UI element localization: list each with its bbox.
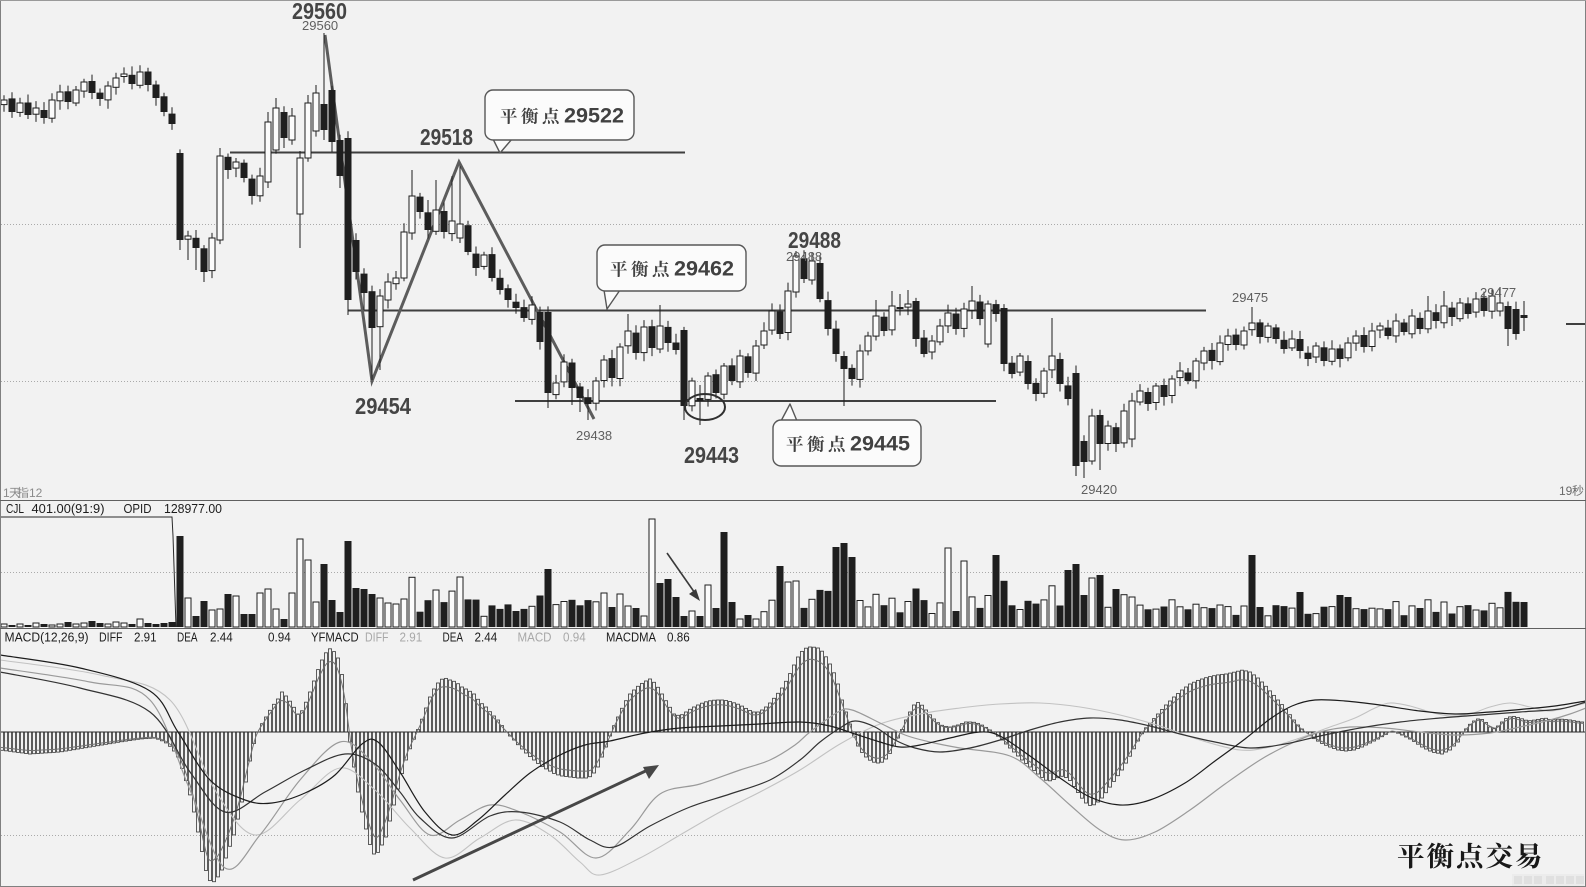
svg-text:29522: 29522 (564, 104, 624, 128)
svg-text:19: 19 (1559, 484, 1573, 498)
svg-text:MACD(12,26,9): MACD(12,26,9) (5, 630, 89, 645)
svg-text:29454: 29454 (355, 393, 411, 419)
svg-text:29475: 29475 (1232, 290, 1268, 305)
svg-text:OPID: OPID (124, 501, 152, 516)
svg-text:29518: 29518 (420, 124, 473, 150)
svg-text:CJL: CJL (6, 501, 24, 516)
svg-text:29438: 29438 (576, 428, 612, 443)
svg-text:12: 12 (29, 486, 43, 500)
svg-text:401.00(91:9): 401.00(91:9) (32, 501, 105, 516)
svg-text:YFMACD: YFMACD (311, 630, 359, 645)
svg-text:MACD: MACD (518, 630, 552, 645)
svg-text:DIFF: DIFF (99, 630, 123, 645)
svg-text:29560: 29560 (302, 18, 338, 33)
svg-text:29462: 29462 (674, 257, 734, 281)
svg-text:0.94: 0.94 (563, 630, 586, 645)
svg-text:29420: 29420 (1081, 482, 1117, 497)
svg-text:2.44: 2.44 (475, 630, 498, 645)
svg-text:DEA: DEA (443, 630, 464, 645)
svg-text:29488: 29488 (786, 249, 822, 264)
svg-text:0.86: 0.86 (667, 630, 690, 645)
svg-text:29443: 29443 (684, 442, 739, 468)
svg-text:MACDMA: MACDMA (606, 630, 656, 645)
svg-text:2.91: 2.91 (400, 630, 423, 645)
svg-text:29477: 29477 (1480, 285, 1516, 300)
svg-text:0.94: 0.94 (268, 630, 291, 645)
svg-text:2.44: 2.44 (210, 630, 233, 645)
svg-text:DEA: DEA (177, 630, 198, 645)
svg-text:1: 1 (3, 486, 10, 500)
svg-text:29560: 29560 (292, 0, 347, 24)
svg-text:2.91: 2.91 (134, 630, 157, 645)
svg-text:29488: 29488 (788, 227, 841, 253)
svg-text:DIFF: DIFF (365, 630, 389, 645)
svg-text:29445: 29445 (850, 432, 910, 456)
svg-text:128977.00: 128977.00 (164, 501, 222, 516)
